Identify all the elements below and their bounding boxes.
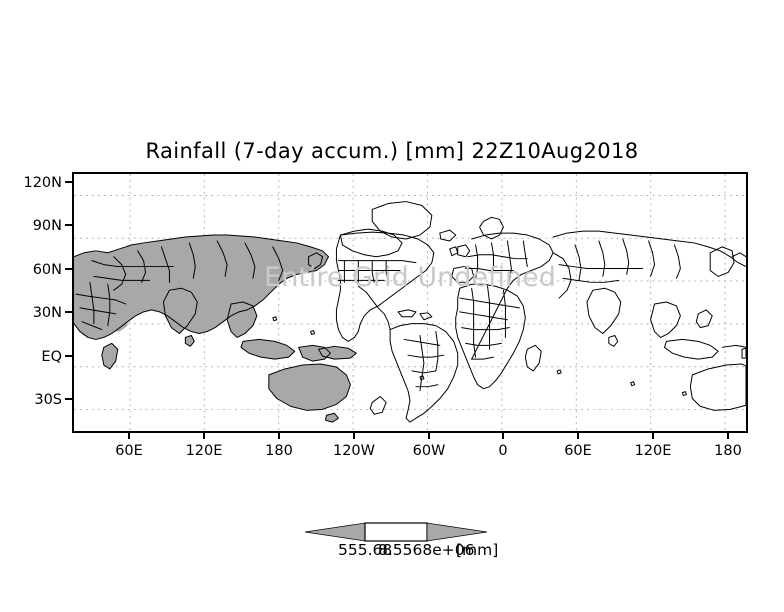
x-axis-label-120E-2: 120E: [634, 443, 672, 459]
x-tick-5: [502, 433, 504, 439]
x-tick-8: [727, 433, 729, 439]
x-axis-label-180-1: 180: [265, 443, 293, 459]
x-axis-label-0: 0: [498, 443, 508, 459]
y-axis-label-90N: 90N: [32, 218, 62, 234]
x-tick-7: [652, 433, 654, 439]
x-tick-0: [128, 433, 130, 439]
land-mask-shading: [74, 235, 357, 423]
colorbar-mid-swatch: [364, 522, 428, 542]
y-tick-0: [65, 181, 72, 183]
coastlines: [74, 201, 746, 423]
map-plot-area: [72, 172, 748, 433]
x-axis-label-120E-1: 120E: [185, 443, 223, 459]
y-tick-5: [65, 398, 72, 400]
colorbar-label-low: 555.68: [338, 541, 393, 559]
world-map: [74, 174, 746, 431]
y-axis-label-30S: 30S: [34, 392, 62, 408]
x-tick-3: [353, 433, 355, 439]
x-axis-label-120W: 120W: [332, 443, 375, 459]
colorbar-tick-labels: 555.68 8.5568e+06 [mm]: [0, 541, 784, 563]
colorbar-units-label: [mm]: [456, 541, 499, 559]
y-axis-label-30N: 30N: [32, 305, 62, 321]
chart-title: Rainfall (7-day accum.) [mm] 22Z10Aug201…: [145, 139, 639, 163]
x-tick-2: [278, 433, 280, 439]
x-tick-4: [428, 433, 430, 439]
x-tick-6: [577, 433, 579, 439]
x-axis-label-60E-1: 60E: [115, 443, 143, 459]
x-axis-label-60W: 60W: [412, 443, 446, 459]
y-tick-4: [65, 355, 72, 357]
colorbar[interactable]: [305, 519, 487, 545]
y-tick-1: [65, 224, 72, 226]
colorbar-swatches: [305, 522, 487, 542]
colorbar-high-extend: [426, 522, 487, 542]
colorbar-label-high: 8.5568e+06: [378, 541, 475, 559]
x-tick-1: [203, 433, 205, 439]
y-axis-label-EQ: EQ: [41, 349, 62, 365]
gridlines-vertical: [129, 174, 726, 431]
x-axis-label-180-2: 180: [714, 443, 742, 459]
colorbar-low-extend: [305, 522, 366, 542]
y-tick-2: [65, 268, 72, 270]
y-axis-label-60N: 60N: [32, 262, 62, 278]
y-axis-label-120N: 120N: [23, 175, 62, 191]
x-axis-label-60E-2: 60E: [564, 443, 592, 459]
y-tick-3: [65, 311, 72, 313]
